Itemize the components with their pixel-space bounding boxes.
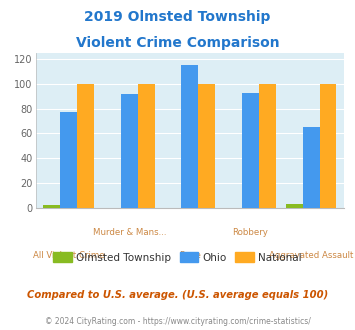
Text: © 2024 CityRating.com - https://www.cityrating.com/crime-statistics/: © 2024 CityRating.com - https://www.city… — [45, 317, 310, 326]
Bar — [302, 127, 320, 208]
Text: Compared to U.S. average. (U.S. average equals 100): Compared to U.S. average. (U.S. average … — [27, 290, 328, 300]
Text: Murder & Mans...: Murder & Mans... — [93, 228, 166, 237]
Text: All Violent Crime: All Violent Crime — [33, 251, 105, 260]
Text: Rape: Rape — [179, 251, 201, 260]
Bar — [286, 204, 302, 208]
Text: Aggravated Assault: Aggravated Assault — [269, 251, 353, 260]
Bar — [198, 84, 215, 208]
Bar — [60, 112, 77, 208]
Bar — [77, 84, 94, 208]
Bar — [259, 84, 276, 208]
Bar — [242, 92, 259, 208]
Bar — [138, 84, 155, 208]
Bar — [320, 84, 337, 208]
Text: Violent Crime Comparison: Violent Crime Comparison — [76, 36, 279, 50]
Bar — [121, 94, 138, 208]
Bar — [43, 205, 60, 208]
Text: Robbery: Robbery — [233, 228, 268, 237]
Bar — [181, 65, 198, 208]
Text: 2019 Olmsted Township: 2019 Olmsted Township — [84, 10, 271, 24]
Legend: Olmsted Township, Ohio, National: Olmsted Township, Ohio, National — [49, 248, 306, 267]
